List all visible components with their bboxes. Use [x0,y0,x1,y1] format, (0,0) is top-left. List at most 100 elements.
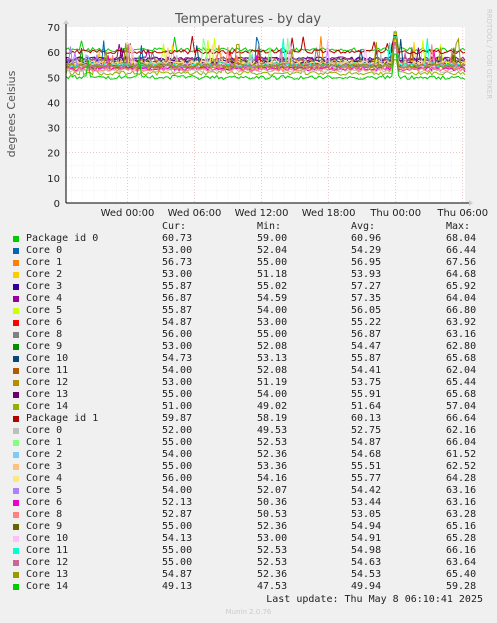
legend-min: 50.53 [257,509,288,520]
legend-cur: 55.87 [162,305,193,316]
legend-swatch [13,404,19,410]
legend-min: 59.00 [257,233,288,244]
legend-avg: 54.87 [351,437,382,448]
legend-avg: 54.68 [351,449,382,460]
legend-cur: 52.87 [162,509,193,520]
legend-row: Core 5 54.00 52.07 54.42 63.16 [0,485,497,497]
legend-max: 66.64 [446,413,477,424]
legend-max: 66.04 [446,437,477,448]
legend-max: 63.16 [446,329,477,340]
legend-header: Cur: Min: Avg: Max: [0,221,497,233]
legend-min: 55.00 [257,257,288,268]
legend-avg: 55.77 [351,473,382,484]
legend-row: Core 8 52.87 50.53 53.05 63.28 [0,509,497,521]
legend-avg: 54.53 [351,569,382,580]
legend-avg: 60.13 [351,413,382,424]
legend-cur: 49.13 [162,581,193,592]
legend-avg: 51.64 [351,401,382,412]
legend-min: 51.19 [257,377,288,388]
legend-min: 47.53 [257,581,288,592]
legend-name: Core 8 [26,509,63,520]
legend-min: 49.53 [257,425,288,436]
legend-avg: 54.47 [351,341,382,352]
legend-name: Core 12 [26,377,69,388]
legend-row: Package id 0 60.73 59.00 60.96 68.04 [0,233,497,245]
legend-cur: 56.87 [162,293,193,304]
legend-row: Core 3 55.00 53.36 55.51 62.52 [0,461,497,473]
legend-max: 63.64 [446,557,477,568]
legend-header-max: Max: [446,221,471,232]
legend-swatch [13,284,19,290]
legend-name: Core 11 [26,365,69,376]
legend-row: Core 2 54.00 52.36 54.68 61.52 [0,449,497,461]
legend-swatch [13,332,19,338]
y-axis-label: degrees Celsius [5,70,18,157]
legend-avg: 54.63 [351,557,382,568]
legend-row: Core 12 53.00 51.19 53.75 65.44 [0,377,497,389]
legend-header-avg: Avg: [351,221,376,232]
legend-name: Core 8 [26,329,63,340]
x-tick-label: Wed 12:00 [235,208,289,219]
legend-min: 54.00 [257,305,288,316]
legend-row: Core 0 52.00 49.53 52.75 62.16 [0,425,497,437]
legend-name: Core 2 [26,449,63,460]
legend-cur: 55.87 [162,281,193,292]
series-line [65,53,466,81]
legend-avg: 52.75 [351,425,382,436]
legend-name: Package id 1 [26,413,99,424]
grid-lines [66,27,465,203]
legend-cur: 55.00 [162,461,193,472]
legend-swatch [13,536,19,542]
legend-row: Core 6 54.87 53.00 55.22 63.92 [0,317,497,329]
legend-max: 61.52 [446,449,477,460]
legend-cur: 54.87 [162,569,193,580]
legend-name: Core 13 [26,569,69,580]
legend-avg: 53.05 [351,509,382,520]
legend-row: Core 13 54.87 52.36 54.53 65.40 [0,569,497,581]
legend-min: 53.36 [257,461,288,472]
x-tick-label: Thu 00:00 [369,208,421,219]
legend-max: 63.28 [446,509,477,520]
legend-cur: 53.00 [162,377,193,388]
legend-cur: 52.13 [162,497,193,508]
legend-avg: 55.22 [351,317,382,328]
legend-name: Core 10 [26,353,69,364]
legend-min: 53.00 [257,317,288,328]
legend-swatch [13,308,19,314]
legend-row: Core 14 49.13 47.53 49.94 59.28 [0,581,497,593]
legend-header-cur: Cur: [162,221,187,232]
legend-swatch [13,272,19,278]
legend-row: Core 4 56.00 54.16 55.77 64.28 [0,473,497,485]
legend-max: 66.80 [446,305,477,316]
legend-cur: 53.00 [162,269,193,280]
legend-max: 64.68 [446,269,477,280]
legend-min: 53.13 [257,353,288,364]
legend-max: 64.28 [446,473,477,484]
y-tick-label: 40 [47,98,60,109]
legend-cur: 56.00 [162,329,193,340]
legend-swatch [13,368,19,374]
legend-swatch [13,236,19,242]
legend-min: 51.18 [257,269,288,280]
series-line [65,34,466,55]
legend-swatch [13,560,19,566]
x-tick-label: Wed 06:00 [168,208,222,219]
legend-max: 62.52 [446,461,477,472]
legend-row: Core 6 52.13 50.36 53.44 63.16 [0,497,497,509]
legend-swatch [13,392,19,398]
legend-swatch [13,344,19,350]
legend-swatch [13,248,19,254]
legend-max: 63.16 [446,485,477,496]
legend-name: Core 5 [26,305,63,316]
legend-avg: 55.51 [351,461,382,472]
legend-cur: 51.00 [162,401,193,412]
legend-row: Core 5 55.87 54.00 56.05 66.80 [0,305,497,317]
series-line [65,43,466,73]
legend-row: Core 10 54.13 53.00 54.91 65.28 [0,533,497,545]
y-tick-label: 0 [54,199,60,210]
rrdtool-note: RRDTOOL / TOBI OETIKER [485,9,493,99]
legend-cur: 54.73 [162,353,193,364]
legend-min: 52.07 [257,485,288,496]
legend-cur: 54.00 [162,449,193,460]
legend-swatch [13,488,19,494]
